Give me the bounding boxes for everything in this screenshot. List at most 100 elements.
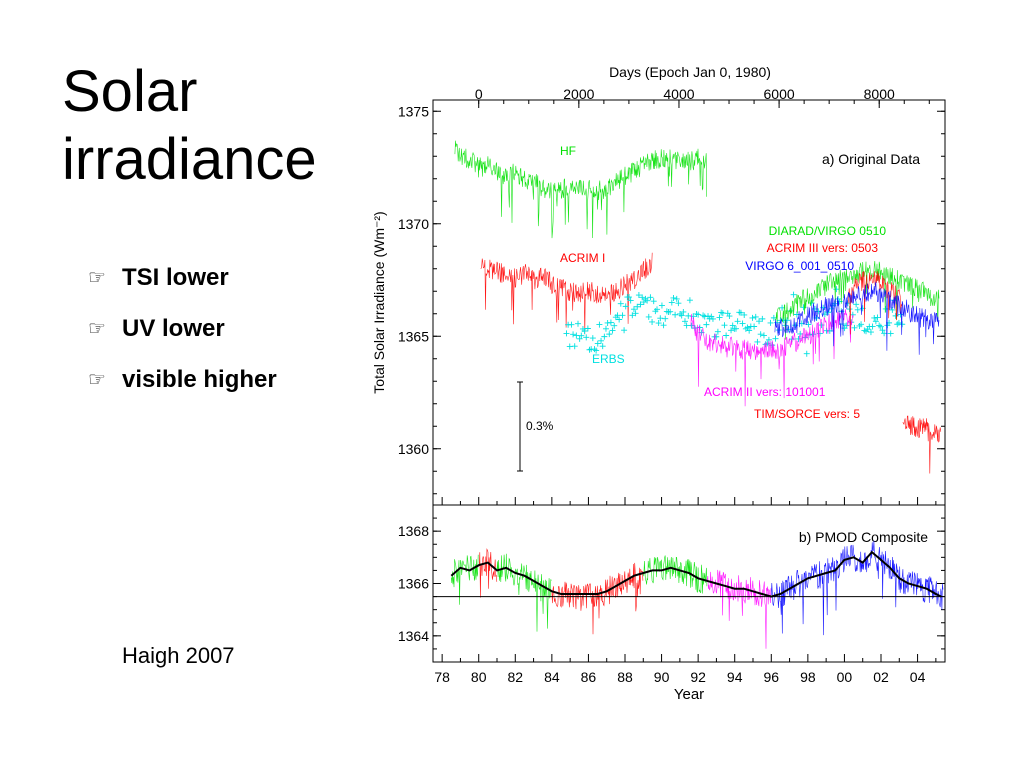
erbs-point: [563, 330, 570, 337]
erbs-point: [672, 311, 679, 318]
erbs-point: [757, 331, 764, 338]
tsi-figure: Days (Epoch Jan 0, 1980)0 2000 4000 6000 800…: [371, 64, 946, 703]
erbs-point: [853, 301, 860, 308]
erbs-point: [851, 324, 858, 331]
erbs-point: [854, 306, 861, 313]
y-tick-label-a: 1365: [398, 328, 429, 344]
erbs-point: [876, 322, 883, 329]
erbs-point: [772, 335, 779, 342]
erbs-point: [634, 303, 641, 310]
erbs-point: [716, 314, 723, 321]
pointing-hand-icon: ☞: [88, 369, 106, 391]
top-tick-label: 0: [475, 86, 483, 102]
y-tick-label-b: 1364: [398, 628, 429, 644]
x-tick-label: 92: [690, 669, 706, 685]
erbs-point: [843, 322, 850, 329]
erbs-point: [609, 327, 616, 334]
erbs-point: [714, 328, 721, 335]
y-tick-label-a: 1370: [398, 216, 429, 232]
slide-title: Solar irradiance: [62, 58, 362, 194]
erbs-point: [635, 292, 642, 299]
series-trace: [690, 309, 854, 407]
y-axis-label: Total Solar Irradiance (Wm⁻²): [371, 211, 387, 393]
erbs-point: [601, 333, 608, 340]
series-label: HF: [560, 144, 576, 158]
erbs-point: [630, 306, 637, 313]
x-tick-label: 80: [471, 669, 487, 685]
erbs-point: [803, 350, 810, 357]
series-label: ACRIM II vers: 101001: [704, 385, 826, 399]
panel-b-plot: [433, 540, 945, 649]
erbs-point: [705, 313, 712, 320]
panel-a-plot: [454, 140, 942, 474]
y-tick-label-a: 1360: [398, 441, 429, 457]
erbs-point: [626, 294, 633, 301]
erbs-point: [756, 318, 763, 325]
erbs-point: [662, 315, 669, 322]
erbs-point: [808, 300, 815, 307]
composite-segment: [451, 554, 479, 605]
erbs-point: [729, 322, 736, 329]
erbs-point: [686, 297, 693, 304]
x-tick-label: 82: [507, 669, 523, 685]
erbs-point: [639, 294, 646, 301]
series-trace: [774, 281, 940, 355]
bullet-text: TSI lower: [122, 263, 229, 291]
erbs-point: [737, 309, 744, 316]
erbs-point: [858, 321, 865, 328]
panel-b-title: b) PMOD Composite: [799, 529, 928, 545]
erbs-point: [596, 321, 603, 328]
erbs-point: [670, 294, 677, 301]
erbs-point: [895, 319, 902, 326]
erbs-point: [833, 286, 840, 293]
top-tick-label: 8000: [864, 86, 895, 102]
erbs-point: [649, 318, 656, 325]
series-acrim-ii-vers-101001: [690, 309, 854, 407]
erbs-point: [739, 320, 746, 327]
erbs-point: [645, 313, 652, 320]
erbs-point: [655, 320, 662, 327]
erbs-point: [617, 300, 624, 307]
erbs-point: [599, 343, 606, 350]
series-trace: [454, 140, 707, 239]
erbs-point: [616, 316, 623, 323]
top-axis-label: Days (Epoch Jan 0, 1980): [609, 64, 771, 80]
erbs-point: [723, 332, 730, 339]
erbs-point: [759, 315, 766, 322]
erbs-point: [668, 299, 675, 306]
erbs-point: [622, 303, 629, 310]
erbs-point: [593, 347, 600, 354]
erbs-point: [627, 297, 634, 304]
y-tick-label-b: 1366: [398, 576, 429, 592]
erbs-point: [728, 327, 735, 334]
erbs-point: [654, 306, 660, 313]
erbs-point: [667, 308, 674, 315]
erbs-point: [724, 310, 731, 317]
x-tick-label: 84: [544, 669, 560, 685]
erbs-point: [660, 322, 667, 329]
erbs-point: [882, 305, 889, 312]
erbs-point: [571, 343, 578, 350]
erbs-point: [709, 315, 716, 322]
erbs-point: [700, 312, 707, 319]
erbs-point: [688, 322, 695, 329]
erbs-point: [734, 318, 741, 325]
x-tick-label: 02: [873, 669, 889, 685]
x-axis-label: Year: [674, 686, 704, 703]
slide-title-line2: irradiance: [62, 127, 317, 192]
erbs-point: [754, 338, 761, 345]
erbs-point: [899, 321, 906, 328]
erbs-point: [871, 314, 878, 321]
erbs-point: [650, 298, 657, 305]
erbs-point: [568, 321, 575, 328]
top-tick-label: 2000: [563, 86, 594, 102]
erbs-point: [881, 330, 888, 337]
erbs-point: [621, 327, 628, 334]
erbs-point: [810, 331, 817, 338]
erbs-point: [673, 295, 680, 302]
erbs-point: [575, 320, 582, 327]
erbs-point: [611, 322, 618, 329]
erbs-point: [602, 325, 609, 332]
panel-a-title: a) Original Data: [822, 151, 920, 167]
erbs-point: [680, 308, 687, 315]
